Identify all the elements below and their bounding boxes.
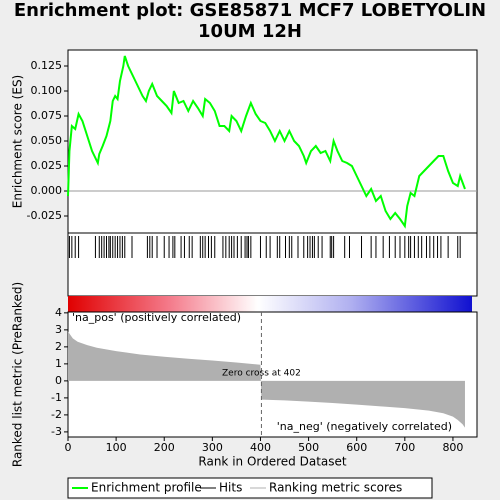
y-tick-label: -3 <box>51 425 62 438</box>
x-axis-label: Rank in Ordered Dataset <box>198 455 346 469</box>
legend-label: Hits <box>219 481 242 495</box>
y-tick-label: -2 <box>51 408 62 421</box>
x-tick-label: 700 <box>394 441 415 454</box>
x-tick-label: 300 <box>202 441 223 454</box>
y-tick-label: 2 <box>55 340 62 353</box>
x-tick-label: 800 <box>442 441 463 454</box>
y-tick-label: 4 <box>55 306 62 319</box>
x-tick-label: 600 <box>346 441 367 454</box>
annotation: 'na_neg' (negatively correlated) <box>277 420 452 433</box>
es-line <box>67 55 466 229</box>
y-tick-label: 1 <box>55 357 62 370</box>
chart-title: Enrichment plot: GSE85871 MCF7 LOBETYOLI… <box>13 0 487 42</box>
x-tick-label: 100 <box>106 441 127 454</box>
legend-label: Ranking metric scores <box>269 481 402 495</box>
y-tick-label: 0.000 <box>31 184 63 197</box>
annotation: 'na_pos' (positively correlated) <box>72 311 241 324</box>
y-tick-label: 0.100 <box>31 84 63 97</box>
zero-cross-label: Zero cross at 402 <box>222 369 301 379</box>
legend-label: Enrichment profile <box>91 481 202 495</box>
color-bar <box>68 296 472 312</box>
y-tick-label: 0.125 <box>31 59 63 72</box>
y-tick-label: 0.075 <box>31 109 63 122</box>
y-tick-label: 0.025 <box>31 159 63 172</box>
es-panel <box>67 49 478 234</box>
y-tick-label: 0 <box>55 374 62 387</box>
x-tick-label: 200 <box>154 441 175 454</box>
x-tick-label: 400 <box>250 441 271 454</box>
y-tick-label: -0.025 <box>27 209 62 222</box>
y-tick-label: 0.050 <box>31 134 63 147</box>
x-tick-label: 500 <box>298 441 319 454</box>
metric-area <box>68 331 465 428</box>
x-tick-label: 0 <box>65 441 72 454</box>
y-tick-label: 3 <box>55 323 62 336</box>
hits-panel <box>67 232 478 297</box>
y-tick-label: -1 <box>51 391 62 404</box>
y-axis-label: Enrichment score (ES) <box>11 75 25 208</box>
y-axis-label: Ranked list metric (PreRanked) <box>11 282 25 467</box>
